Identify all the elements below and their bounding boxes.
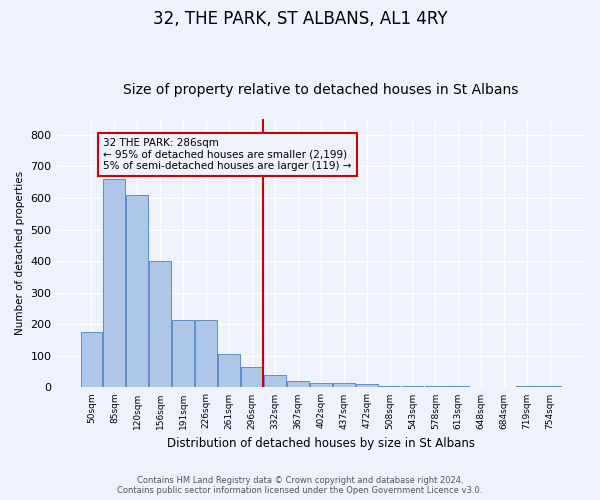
- Bar: [310, 382, 332, 388]
- Bar: [149, 261, 171, 388]
- Bar: [516, 386, 538, 388]
- Y-axis label: Number of detached properties: Number of detached properties: [15, 171, 25, 336]
- Bar: [218, 354, 240, 388]
- Bar: [356, 384, 377, 388]
- Bar: [241, 367, 263, 388]
- Bar: [448, 386, 469, 388]
- Bar: [333, 382, 355, 388]
- Bar: [172, 320, 194, 388]
- Text: 32, THE PARK, ST ALBANS, AL1 4RY: 32, THE PARK, ST ALBANS, AL1 4RY: [152, 10, 448, 28]
- Bar: [287, 381, 309, 388]
- Bar: [103, 179, 125, 388]
- Bar: [379, 386, 400, 388]
- X-axis label: Distribution of detached houses by size in St Albans: Distribution of detached houses by size …: [167, 437, 475, 450]
- Bar: [401, 386, 424, 388]
- Bar: [127, 195, 148, 388]
- Title: Size of property relative to detached houses in St Albans: Size of property relative to detached ho…: [123, 83, 518, 97]
- Bar: [264, 375, 286, 388]
- Text: 32 THE PARK: 286sqm
← 95% of detached houses are smaller (2,199)
5% of semi-deta: 32 THE PARK: 286sqm ← 95% of detached ho…: [103, 138, 352, 171]
- Bar: [80, 332, 103, 388]
- Bar: [425, 386, 446, 388]
- Text: Contains HM Land Registry data © Crown copyright and database right 2024.
Contai: Contains HM Land Registry data © Crown c…: [118, 476, 482, 495]
- Bar: [195, 320, 217, 388]
- Bar: [539, 386, 561, 388]
